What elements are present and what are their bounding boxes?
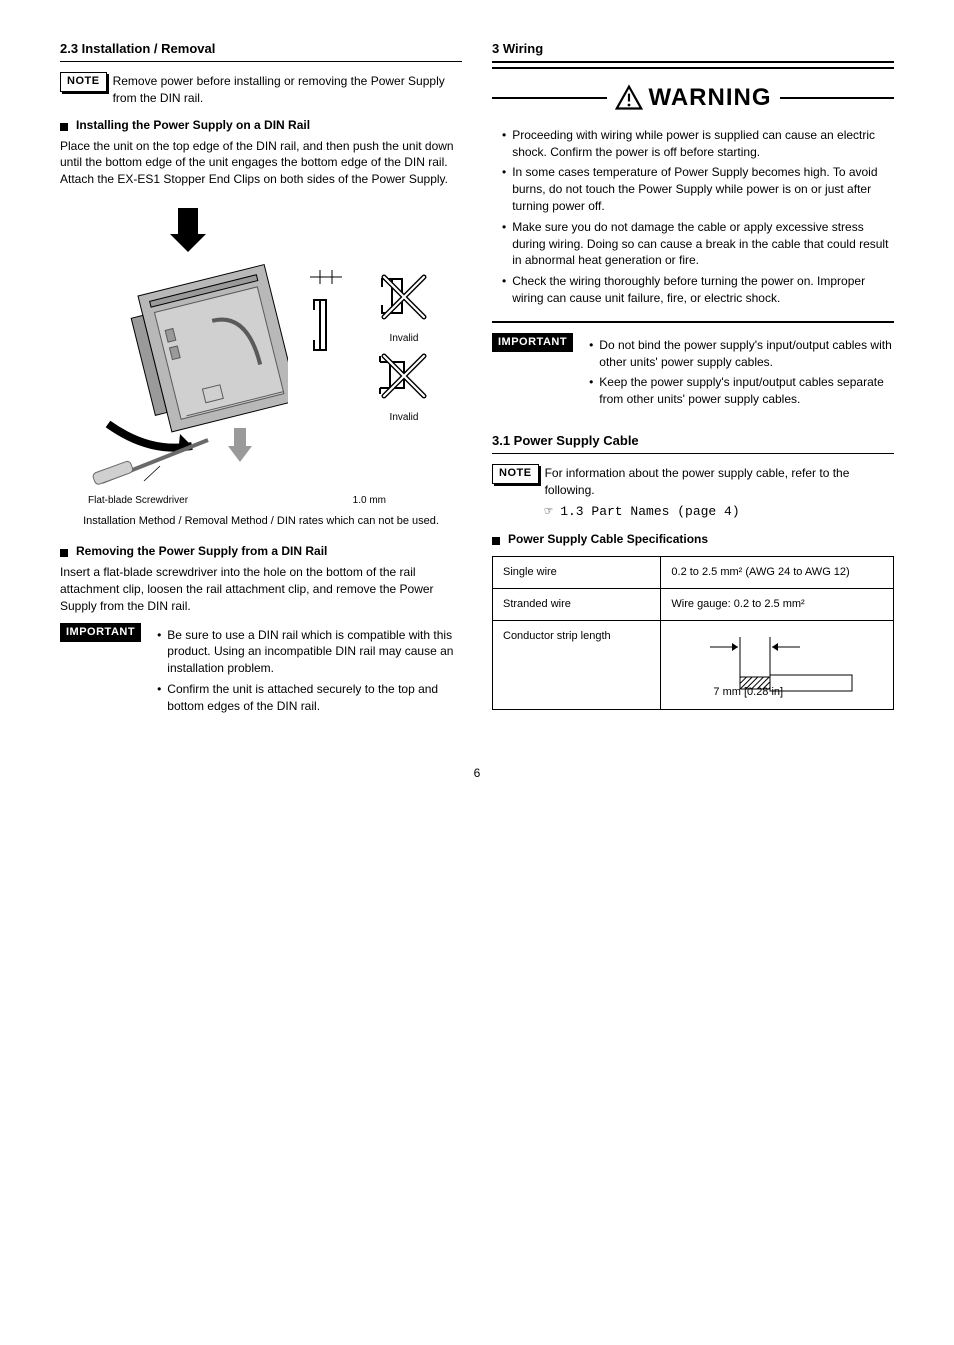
warn-1: In some cases temperature of Power Suppl… [512, 164, 894, 214]
important-row-right: IMPORTANT •Do not bind the power supply'… [492, 333, 894, 412]
note-row: NOTE Remove power before installing or r… [60, 72, 462, 107]
subsection-title: 3.1 Power Supply Cable [492, 432, 894, 450]
left-section-title: 2.3 Installation / Removal [60, 40, 462, 58]
right-section-title: 3 Wiring [492, 40, 894, 58]
install-figure: Invalid Invalid [60, 198, 462, 529]
install-subtitle-text: Installing the Power Supply on a DIN Rai… [76, 118, 310, 132]
strip-length-value: 7 mm [0.28 in] [671, 685, 883, 700]
bullet-icon: • [502, 127, 506, 161]
list-item: •Check the wiring thoroughly before turn… [492, 273, 894, 307]
important-left-1: Confirm the unit is attached securely to… [167, 681, 462, 715]
important-badge: IMPORTANT [492, 333, 573, 352]
warn-0: Proceeding with wiring while power is su… [512, 127, 894, 161]
page-columns: 2.3 Installation / Removal NOTE Remove p… [60, 40, 894, 725]
bullet-icon: • [502, 273, 506, 307]
install-subtitle: Installing the Power Supply on a DIN Rai… [60, 117, 462, 134]
spec-singlewire-label: Single wire [493, 556, 661, 588]
figure-caption: Installation Method / Removal Method / D… [60, 514, 462, 529]
remove-paragraph: Insert a flat-blade screwdriver into the… [60, 564, 462, 614]
invalid-rail-group: Invalid Invalid [374, 267, 434, 425]
spacer [492, 418, 894, 432]
subsection-rule [492, 453, 894, 454]
important-right-0: Do not bind the power supply's input/out… [599, 337, 894, 371]
note-right-wrap: For information about the power supply c… [545, 464, 894, 521]
warning-bottom-rule [492, 321, 894, 323]
note-right-text: For information about the power supply c… [545, 466, 850, 497]
spec-table: Single wire 0.2 to 2.5 mm² (AWG 24 to AW… [492, 556, 894, 710]
bullet-icon: • [589, 337, 593, 371]
table-row: Conductor strip length [493, 621, 894, 709]
figure-sub-labels: Flat-blade Screwdriver 1.0 mm [60, 494, 462, 508]
important-left-0: Be sure to use a DIN rail which is compa… [167, 627, 462, 677]
important-badge: IMPORTANT [60, 623, 141, 642]
list-item: •Do not bind the power supply's input/ou… [579, 337, 894, 371]
warn-3: Check the wiring thoroughly before turni… [512, 273, 894, 307]
page-number: 6 [60, 765, 894, 782]
table-row: Stranded wire Wire gauge: 0.2 to 2.5 mm² [493, 589, 894, 621]
warning-line-left [492, 97, 607, 99]
important-right-list: •Do not bind the power supply's input/ou… [579, 333, 894, 412]
left-column: 2.3 Installation / Removal NOTE Remove p… [60, 40, 462, 725]
spec-subtitle-text: Power Supply Cable Specifications [508, 532, 708, 546]
install-paragraph: Place the unit on the top edge of the DI… [60, 138, 462, 188]
list-item: •In some cases temperature of Power Supp… [492, 164, 894, 214]
warning-line-right [780, 97, 895, 99]
note-badge: NOTE [492, 464, 539, 483]
important-right-1: Keep the power supply's input/output cab… [599, 374, 894, 408]
spec-strip-label: Conductor strip length [493, 621, 661, 709]
bullet-icon: • [589, 374, 593, 408]
right-column: 3 Wiring WARNING •Proceeding with wiring… [492, 40, 894, 725]
list-item: •Be sure to use a DIN rail which is comp… [147, 627, 462, 677]
warning-list: •Proceeding with wiring while power is s… [492, 127, 894, 307]
right-section-rule [492, 61, 894, 63]
list-item: •Proceeding with wiring while power is s… [492, 127, 894, 161]
strip-length-cell: 7 mm [0.28 in] [661, 621, 894, 709]
din-rail-dimension-icon [306, 266, 356, 426]
spec-stranded-label: Stranded wire [493, 589, 661, 621]
bullet-icon: • [157, 681, 161, 715]
note-row-right: NOTE For information about the power sup… [492, 464, 894, 521]
spec-subtitle: Power Supply Cable Specifications [492, 531, 894, 548]
table-row: Single wire 0.2 to 2.5 mm² (AWG 24 to AW… [493, 556, 894, 588]
list-item: •Make sure you do not damage the cable o… [492, 219, 894, 269]
power-unit-illustration [88, 206, 288, 486]
note-badge: NOTE [60, 72, 107, 91]
invalid-rail-top-icon [374, 267, 434, 327]
screwdriver-label: Flat-blade Screwdriver [88, 494, 188, 508]
left-section-rule [60, 61, 462, 62]
invalid-top-label: Invalid [374, 332, 434, 346]
square-bullet-icon [60, 549, 68, 557]
warning-banner: WARNING [492, 81, 894, 115]
invalid-rail-bottom-icon [374, 346, 434, 406]
remove-subtitle: Removing the Power Supply from a DIN Rai… [60, 543, 462, 560]
install-figure-row: Invalid Invalid [60, 198, 462, 494]
warn-2: Make sure you do not damage the cable or… [512, 219, 894, 269]
dimension-label: 1.0 mm [353, 494, 462, 508]
bullet-icon: • [157, 627, 161, 677]
warning-mid: WARNING [607, 81, 780, 115]
bullet-icon: • [502, 164, 506, 214]
important-row-left: IMPORTANT •Be sure to use a DIN rail whi… [60, 623, 462, 719]
see-also-link: 1.3 Part Names (page 4) [560, 504, 739, 519]
warning-triangle-icon [615, 84, 643, 112]
list-item: •Keep the power supply's input/output ca… [579, 374, 894, 408]
remove-subtitle-text: Removing the Power Supply from a DIN Rai… [76, 544, 327, 558]
right-section-rule-2 [492, 67, 894, 69]
spec-stranded-value: Wire gauge: 0.2 to 2.5 mm² [661, 589, 894, 621]
warning-label-text: WARNING [649, 81, 772, 115]
bullet-icon: • [502, 219, 506, 269]
spec-singlewire-value: 0.2 to 2.5 mm² (AWG 24 to AWG 12) [661, 556, 894, 588]
important-left-list: •Be sure to use a DIN rail which is comp… [147, 623, 462, 719]
note-intro-text: Remove power before installing or removi… [113, 72, 462, 107]
square-bullet-icon [492, 537, 500, 545]
invalid-bottom-label: Invalid [374, 411, 434, 425]
list-item: •Confirm the unit is attached securely t… [147, 681, 462, 715]
square-bullet-icon [60, 123, 68, 131]
